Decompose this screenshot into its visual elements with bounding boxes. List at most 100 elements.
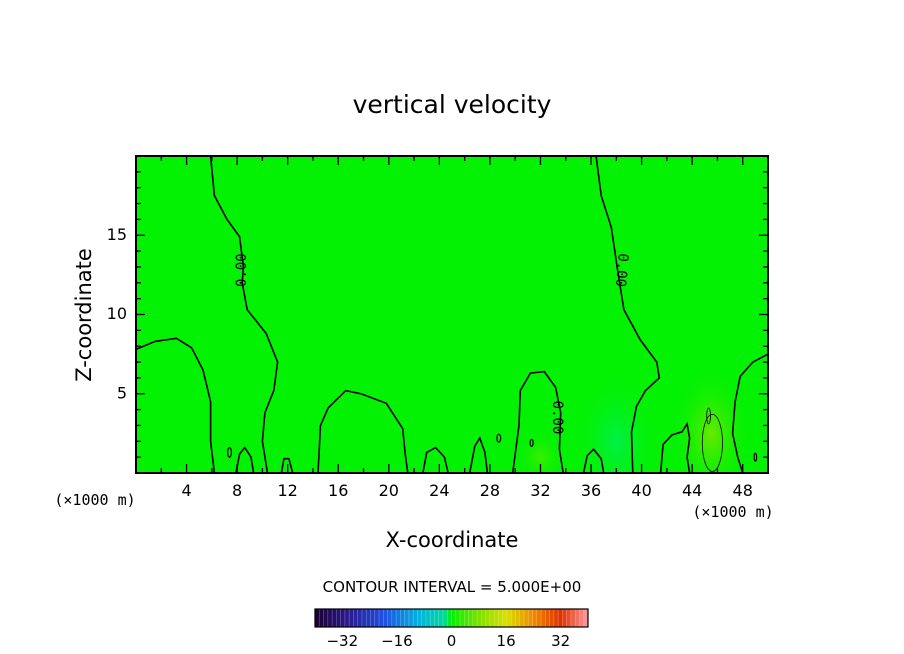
colorbar-segment xyxy=(481,609,486,627)
colorbar-segment xyxy=(489,609,495,627)
colorbar-segment xyxy=(472,609,478,627)
feature-weak-updraft xyxy=(515,428,566,473)
colorbar-segment xyxy=(579,609,585,627)
colorbar-segment xyxy=(498,609,503,627)
colorbar-segment xyxy=(340,609,346,627)
colorbar-segment xyxy=(417,609,422,627)
colorbar-segment xyxy=(396,609,401,627)
contour-cell-c xyxy=(529,438,534,447)
colorbar-segment xyxy=(361,609,367,627)
colorbar-segment xyxy=(455,609,461,627)
colorbar-segment xyxy=(477,609,482,627)
colorbar-tick-label: 32 xyxy=(551,632,570,650)
colorbar-segment xyxy=(344,609,350,627)
contour-cell-e xyxy=(753,452,758,462)
colorbar-tick-label: 16 xyxy=(497,632,516,650)
contour-cell-b xyxy=(496,433,502,443)
zero-contour-small-4 xyxy=(468,436,489,473)
colorbar-segment xyxy=(442,609,448,627)
x-tick-label: 12 xyxy=(278,481,298,500)
colorbar-frame xyxy=(314,608,589,628)
colorbar-segment xyxy=(515,609,521,627)
colorbar-segment xyxy=(570,609,576,627)
x-tick-label: 36 xyxy=(581,481,601,500)
colorbar-segment xyxy=(532,609,538,627)
colorbar-segment xyxy=(583,609,589,627)
colorbar-segment xyxy=(502,609,508,627)
contour-label-3: 0.00 xyxy=(549,401,565,435)
colorbar-segment xyxy=(464,609,469,627)
colorbar-segment xyxy=(413,609,418,627)
colorbar-segment xyxy=(506,609,512,627)
velocity-field xyxy=(136,156,768,473)
x-tick-label: 28 xyxy=(480,481,500,500)
x-tick-label: 40 xyxy=(631,481,651,500)
colorbar-segment xyxy=(370,609,376,627)
zero-contour-right-edge xyxy=(731,353,768,473)
colorbar-segment xyxy=(528,609,533,627)
colorbar-segment xyxy=(366,609,371,627)
x-tick-label: 16 xyxy=(328,481,348,500)
x-tick-label: 24 xyxy=(429,481,449,500)
plot-area: 0.00 0.00 0.00 xyxy=(135,155,769,474)
colorbar-segment xyxy=(336,609,341,627)
x-tick-label: 8 xyxy=(232,481,242,500)
colorbar-segment xyxy=(357,609,363,627)
colorbar-segment xyxy=(524,609,529,627)
colorbar-segment xyxy=(421,609,427,627)
colorbar-tick-label: 0 xyxy=(447,632,457,650)
x-unit-right: (×1000 m) xyxy=(692,503,773,521)
colorbar-segment xyxy=(558,609,563,627)
colorbar-segment xyxy=(541,609,546,627)
contour-cell-d xyxy=(706,407,711,425)
colorbar-segment xyxy=(374,609,380,627)
colorbar-segment xyxy=(315,609,320,627)
colorbar-segment xyxy=(438,609,444,627)
feature-weak-downdraft xyxy=(572,369,661,473)
colorbar-segment xyxy=(430,609,435,627)
feature-updraft-right xyxy=(670,366,752,473)
zero-contour-small-6 xyxy=(659,421,691,473)
colorbar-segment xyxy=(494,609,499,627)
zero-contour-mid-bump xyxy=(317,389,409,473)
colorbar-tick-label: −32 xyxy=(326,632,358,650)
x-tick-label: 4 xyxy=(181,481,191,500)
colorbar-segment xyxy=(400,609,405,627)
contour-label-2: 0.00 xyxy=(612,253,631,288)
colorbar-segment xyxy=(451,609,457,627)
colorbar-segment xyxy=(387,609,393,627)
colorbar xyxy=(314,608,589,628)
zero-contour-small-2 xyxy=(280,457,294,473)
zero-contour-left-upper xyxy=(209,156,279,473)
colorbar-segment xyxy=(391,609,397,627)
colorbar-segment xyxy=(553,609,559,627)
zero-contour-small-1 xyxy=(235,446,255,473)
x-tick-label: 48 xyxy=(733,481,753,500)
colorbar-segment xyxy=(378,609,384,627)
colorbar-segment xyxy=(549,609,555,627)
contour-interval-text: CONTOUR INTERVAL = 5.000E+00 xyxy=(323,578,582,596)
zero-contour-left xyxy=(136,337,216,473)
x-tick-label: 20 xyxy=(379,481,399,500)
colorbar-segment xyxy=(383,609,388,627)
contour-label-1: 0.00 xyxy=(234,253,250,287)
colorbar-segment xyxy=(425,609,431,627)
colorbar-segment xyxy=(434,609,440,627)
x-tick-label: 32 xyxy=(530,481,550,500)
colorbar-segment xyxy=(332,609,337,627)
zero-contour-small-5 xyxy=(582,448,605,473)
colorbar-segment xyxy=(323,609,329,627)
y-axis-label: Z-coordinate xyxy=(72,248,96,382)
colorbar-segment xyxy=(575,609,580,627)
colorbar-segment xyxy=(511,609,516,627)
colorbar-segment xyxy=(562,609,567,627)
colorbar-ticks: −32 −16 0 16 32 xyxy=(326,632,570,650)
contour-cell-a xyxy=(227,447,233,458)
colorbar-segment xyxy=(536,609,542,627)
chart-title: vertical velocity xyxy=(353,90,552,119)
colorbar-segment xyxy=(319,609,324,627)
colorbar-segment xyxy=(545,609,550,627)
zero-contour-small-3 xyxy=(422,446,449,473)
colorbar-segment xyxy=(519,609,525,627)
